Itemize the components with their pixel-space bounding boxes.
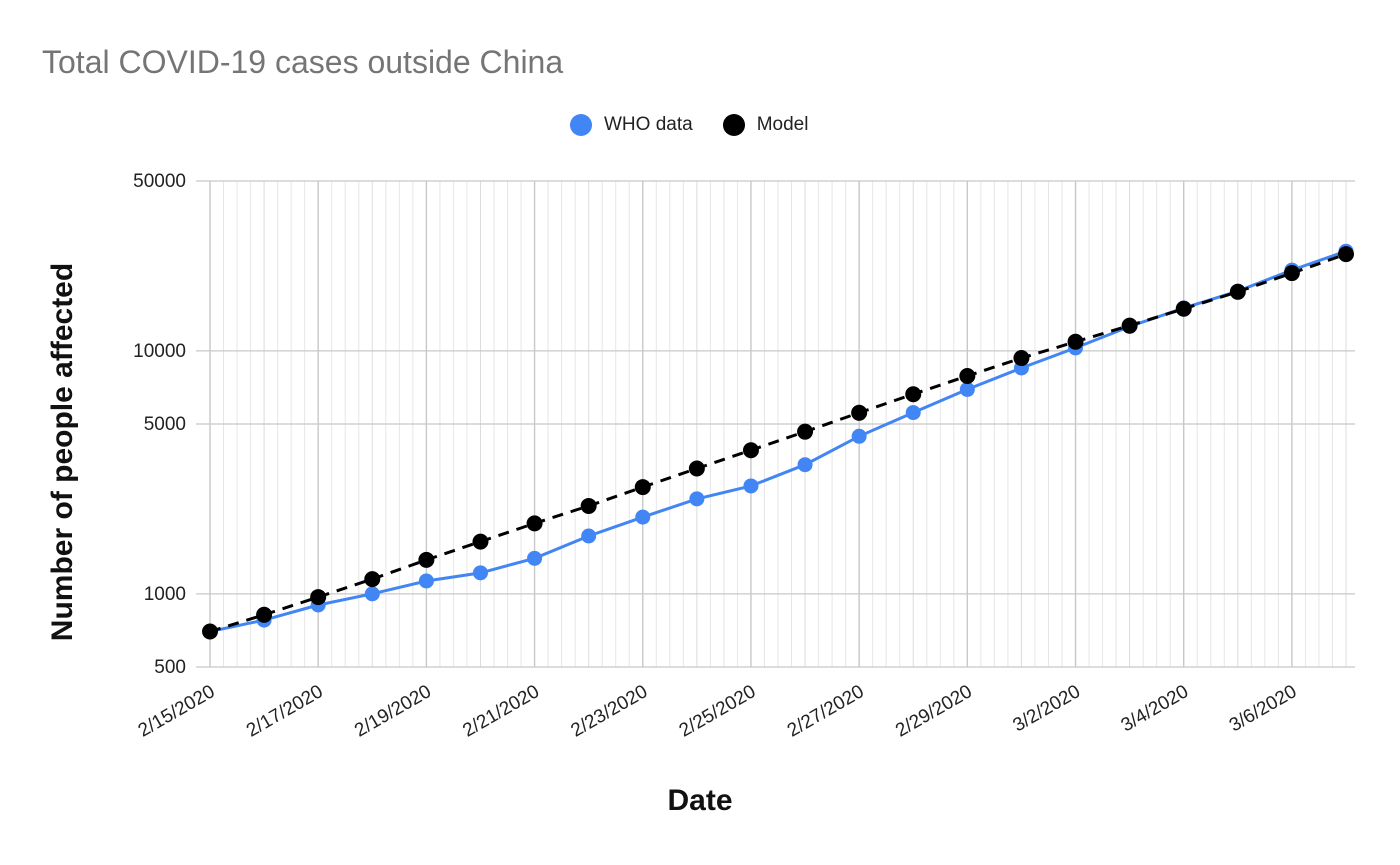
- data-point-model: [742, 442, 759, 459]
- data-point-model: [580, 497, 597, 514]
- x-tick-label: 2/27/2020: [784, 681, 868, 741]
- data-point-model: [688, 460, 705, 477]
- data-point-model: [851, 404, 868, 421]
- data-point-who: [743, 478, 759, 494]
- data-point-model: [1283, 265, 1300, 282]
- legend-item-model[interactable]: Model: [722, 114, 809, 136]
- x-tick-label: 2/15/2020: [135, 681, 219, 741]
- x-tick-label: 3/6/2020: [1226, 681, 1301, 736]
- x-tick-label: 2/23/2020: [568, 681, 652, 741]
- data-point-who: [851, 428, 867, 444]
- data-point-model: [634, 479, 651, 496]
- x-tick-label: 2/17/2020: [243, 681, 327, 741]
- data-point-model: [1338, 246, 1354, 263]
- y-tick-label: 10000: [133, 341, 186, 362]
- data-point-model: [1013, 350, 1030, 367]
- legend-marker-who: [570, 114, 592, 136]
- data-point-model: [797, 423, 814, 440]
- data-point-model: [1229, 283, 1246, 300]
- data-point-who: [364, 586, 380, 602]
- data-point-who: [905, 405, 921, 421]
- data-point-who: [418, 573, 434, 589]
- data-point-who: [472, 565, 488, 581]
- data-point-who: [959, 381, 975, 397]
- y-tick-label: 5000: [144, 414, 186, 435]
- x-axis-title: Date: [667, 784, 733, 817]
- data-point-model: [1175, 300, 1192, 317]
- chart-legend: WHO data Model: [570, 114, 838, 136]
- y-tick-label: 1000: [144, 584, 186, 605]
- x-tick-label: 3/2/2020: [1009, 681, 1084, 736]
- data-point-who: [797, 457, 813, 473]
- data-point-model: [310, 589, 327, 606]
- legend-label-model: Model: [756, 114, 809, 135]
- y-tick-label: 50000: [133, 171, 186, 192]
- data-point-who: [581, 528, 597, 544]
- y-axis-title: Number of people affected: [46, 262, 79, 642]
- y-tick-label: 500: [154, 657, 186, 678]
- chart-title: Total COVID-19 cases outside China: [42, 44, 564, 80]
- legend-label-who: WHO data: [604, 114, 693, 135]
- series-line-model: [209, 252, 1347, 633]
- data-point-model: [959, 367, 976, 384]
- data-point-model: [1121, 317, 1138, 334]
- x-tick-label: 2/29/2020: [892, 681, 976, 741]
- data-point-model: [202, 623, 218, 640]
- data-point-model: [256, 606, 273, 623]
- data-point-model: [418, 551, 435, 568]
- legend-marker-model: [722, 114, 745, 136]
- data-point-model: [364, 571, 381, 588]
- x-tick-label: 2/21/2020: [459, 681, 543, 741]
- data-point-model: [526, 515, 543, 532]
- legend-item-who[interactable]: WHO data: [570, 114, 693, 136]
- x-tick-label: 2/25/2020: [676, 681, 760, 741]
- data-point-model: [905, 386, 922, 403]
- data-point-model: [1067, 333, 1084, 350]
- data-point-who: [635, 509, 651, 525]
- data-point-model: [472, 533, 489, 550]
- x-tick-label: 3/4/2020: [1118, 681, 1193, 736]
- data-point-who: [689, 491, 705, 507]
- x-tick-label: 2/19/2020: [351, 681, 435, 741]
- data-point-who: [527, 550, 543, 566]
